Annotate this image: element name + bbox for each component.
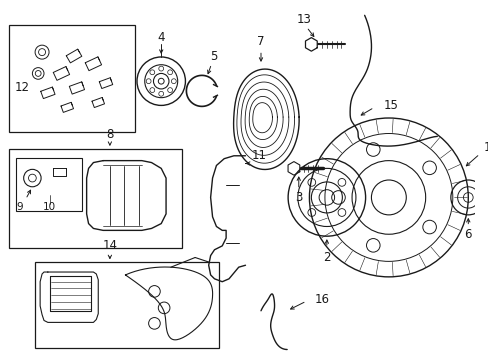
Text: 10: 10	[43, 202, 56, 212]
Text: 1: 1	[483, 140, 488, 154]
Text: 4: 4	[157, 31, 164, 44]
Text: 11: 11	[251, 149, 266, 162]
Text: 5: 5	[209, 50, 217, 63]
Bar	[16, 158, 81, 211]
Bar	[9, 149, 181, 248]
Text: 15: 15	[383, 99, 398, 112]
Text: 12: 12	[15, 81, 30, 94]
Text: 14: 14	[102, 239, 117, 252]
Text: 3: 3	[294, 191, 302, 204]
Bar	[35, 262, 219, 348]
Text: 7: 7	[257, 35, 264, 48]
Text: 6: 6	[464, 228, 471, 241]
Text: 9: 9	[16, 202, 22, 212]
Text: 2: 2	[323, 251, 330, 264]
Text: 16: 16	[314, 293, 328, 306]
Text: 8: 8	[106, 128, 113, 141]
Text: 13: 13	[296, 13, 310, 26]
Bar	[9, 25, 135, 131]
